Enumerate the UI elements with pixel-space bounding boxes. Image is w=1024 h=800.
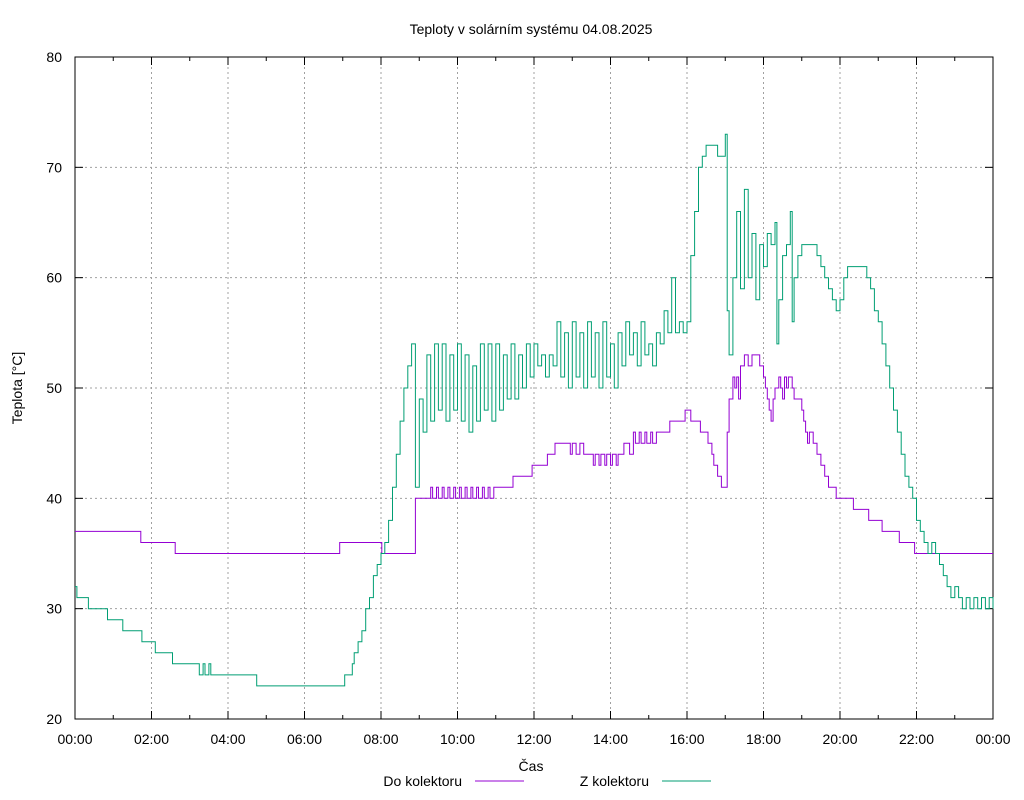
axis-ticks [74,56,994,720]
x-tick-label: 20:00 [822,731,857,747]
x-tick-label: 04:00 [210,731,245,747]
y-tick-label: 70 [46,159,62,175]
y-tick-label: 40 [46,490,62,506]
x-tick-label: 10:00 [440,731,475,747]
legend: Do kolektoru Z kolektoru [383,773,711,789]
y-tick-label: 80 [46,49,62,65]
y-axis-label: Teplota [°C] [9,352,25,425]
y-tick-label: 20 [46,711,62,727]
x-tick-label: 00:00 [975,731,1010,747]
x-axis-label: Čas [519,758,544,774]
x-tick-label: 06:00 [287,731,322,747]
legend-label-z-kolektoru: Z kolektoru [580,773,649,789]
y-tick-label: 60 [46,270,62,286]
series-line-z-kolektoru [75,133,994,687]
chart-title: Teploty v solárním systému 04.08.2025 [410,21,653,37]
y-tick-label: 30 [46,601,62,617]
x-tick-label: 16:00 [669,731,704,747]
y-tick-label: 50 [46,380,62,396]
x-tick-label: 12:00 [516,731,551,747]
y-axis-tick-labels: 20 30 40 50 60 70 80 [46,49,62,727]
x-axis-tick-labels: 00:00 02:00 04:00 06:00 08:00 10:00 12:00 14:00… [57,731,1010,747]
series-lines [75,133,994,687]
grid [75,57,993,719]
x-tick-label: 14:00 [593,731,628,747]
x-tick-label: 22:00 [899,731,934,747]
x-tick-label: 08:00 [363,731,398,747]
series-line-do-kolektoru [75,354,993,554]
legend-label-do-kolektoru: Do kolektoru [383,773,462,789]
x-tick-label: 18:00 [746,731,781,747]
x-tick-label: 02:00 [134,731,169,747]
x-tick-label: 00:00 [57,731,92,747]
